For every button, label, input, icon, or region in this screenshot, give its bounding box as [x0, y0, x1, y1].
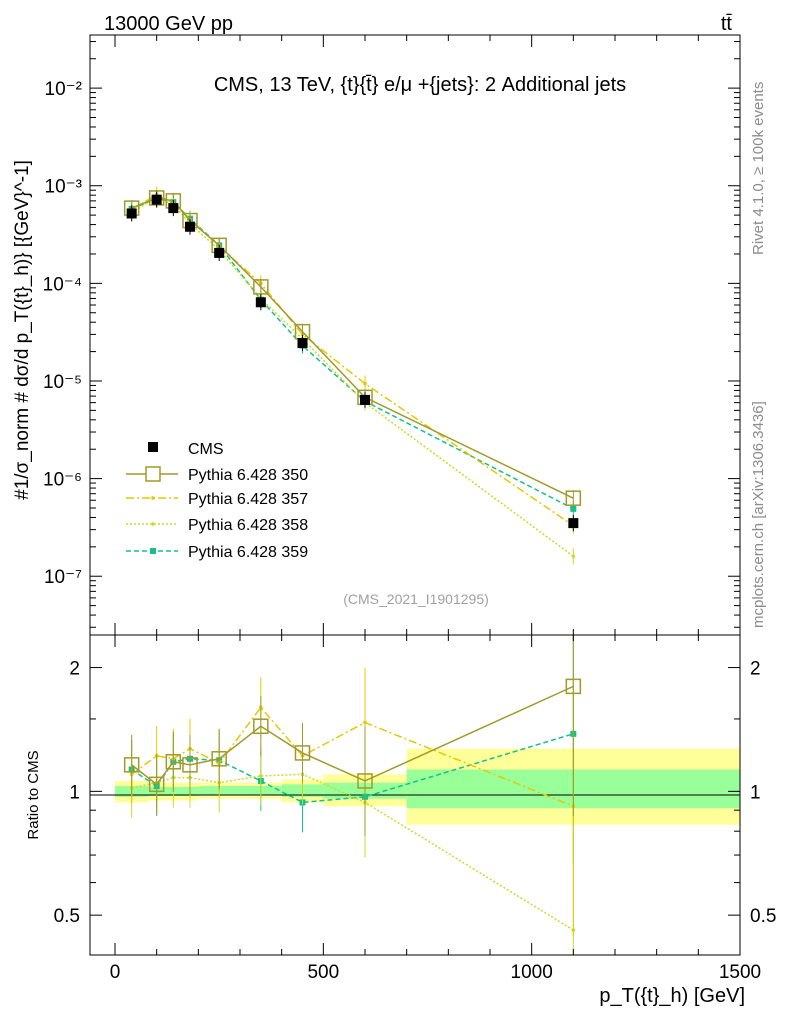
data-point-cms — [297, 337, 308, 348]
legend: CMS Pythia 6.428 350 Pythia 6.428 357 Py… — [126, 441, 308, 561]
legend-label-cms: CMS — [188, 441, 224, 458]
ratio-series — [123, 635, 582, 955]
y-tick-label: 10⁻⁶ — [43, 470, 82, 491]
legend-entry-357: Pythia 6.428 357 — [126, 491, 308, 508]
ratio-tick-label: 0.5 — [54, 906, 80, 927]
ratio-point-p357 — [363, 720, 367, 725]
data-point-cms — [168, 203, 179, 214]
ratio-point-p350 — [294, 745, 311, 761]
series-line-p357 — [131, 193, 574, 527]
legend-label-350: Pythia 6.428 350 — [188, 467, 308, 484]
data-point-cms — [185, 221, 195, 232]
y-tick-label: 10⁻⁴ — [43, 274, 82, 295]
legend-entry-350: Pythia 6.428 350 — [126, 466, 308, 484]
legend-marker-358 — [151, 522, 155, 526]
x-axis-label: p_T({t}_h) [GeV] — [599, 985, 745, 1007]
ratio-tick-label-right: 0.5 — [750, 906, 776, 927]
legend-marker-359 — [150, 548, 156, 554]
ratio-point-p350 — [211, 751, 227, 767]
legend-marker-357 — [151, 496, 155, 500]
legend-entry-358: Pythia 6.428 358 — [126, 517, 308, 534]
x-tick-label: 1000 — [511, 962, 553, 983]
x-axis-ticks: 0 500 1000 1500 — [110, 35, 761, 983]
ratio-point-p350 — [182, 757, 198, 773]
mcplots-label: mcplots.cern.ch [arXiv:1306.3436] — [750, 401, 767, 628]
y-tick-label: 10⁻³ — [45, 177, 83, 198]
ratio-plot-frame-overlay — [89, 634, 741, 956]
data-point-p359 — [570, 505, 577, 512]
data-point-p358 — [571, 554, 576, 559]
data-point-cms — [360, 394, 370, 405]
ratio-tick-label: 2 — [69, 659, 80, 680]
header-final-state: tt̄ — [721, 13, 733, 35]
ratio-point-p350 — [165, 754, 182, 770]
ratio-uncertainty-bands — [115, 748, 740, 825]
y-tick-label: 10⁻² — [45, 79, 83, 100]
legend-label-358: Pythia 6.428 358 — [188, 517, 308, 534]
series-line-p359 — [131, 197, 574, 510]
data-point-cms — [126, 208, 137, 219]
data-point-cms — [255, 297, 266, 308]
ratio-point-p350 — [565, 678, 582, 695]
legend-label-359: Pythia 6.428 359 — [188, 544, 308, 561]
legend-entry-cms: CMS — [148, 441, 224, 458]
legend-entry-359: Pythia 6.428 359 — [126, 544, 308, 561]
ratio-point-p350 — [123, 757, 140, 773]
x-tick-label: 1500 — [719, 962, 761, 983]
ratio-point-p350 — [148, 776, 165, 793]
ratio-point-p350 — [253, 718, 269, 734]
rivet-label: Rivet 4.1.0, ≥ 100k events — [750, 82, 767, 255]
ratio-tick-label-right: 1 — [750, 782, 761, 803]
y-tick-label: 10⁻⁷ — [44, 567, 82, 588]
data-point-cms — [151, 194, 162, 205]
band-inner — [198, 786, 282, 795]
main-y-ticks: 10⁻⁷ 10⁻⁶ 10⁻⁵ 10⁻⁴ 10⁻³ 10⁻² — [43, 41, 740, 628]
legend-marker-cms — [148, 442, 158, 452]
main-series — [123, 186, 582, 565]
ratio-y-ticks: 0.5 0.5 1 1 2 2 — [54, 659, 777, 928]
main-plot-title: CMS, 13 TeV, {t}{t̄} e/μ +{jets}: 2 Addi… — [214, 74, 626, 96]
data-point-p357 — [363, 381, 367, 386]
x-tick-label: 0 — [110, 962, 121, 983]
y-tick-label: 10⁻⁵ — [43, 372, 82, 393]
ratio-point-p358 — [259, 774, 263, 778]
legend-label-357: Pythia 6.428 357 — [188, 491, 308, 508]
data-point-p350 — [565, 490, 582, 506]
data-point-cms — [568, 518, 579, 529]
ratio-tick-label: 1 — [69, 782, 80, 803]
data-point-p350 — [253, 279, 269, 295]
ratio-tick-label-right: 2 — [750, 659, 761, 680]
main-y-axis-label: #1/σ_norm # dσ/d p_T({t}_h)} [{GeV}^-1] — [12, 160, 33, 500]
legend-marker-350 — [145, 466, 161, 482]
header-process: 13000 GeV pp — [104, 13, 233, 35]
ratio-y-axis-label: Ratio to CMS — [25, 750, 42, 839]
ratio-point-p350 — [357, 773, 373, 789]
x-tick-label: 500 — [307, 962, 339, 983]
data-point-cms — [214, 247, 225, 258]
analysis-watermark: (CMS_2021_I1901295) — [343, 591, 489, 607]
